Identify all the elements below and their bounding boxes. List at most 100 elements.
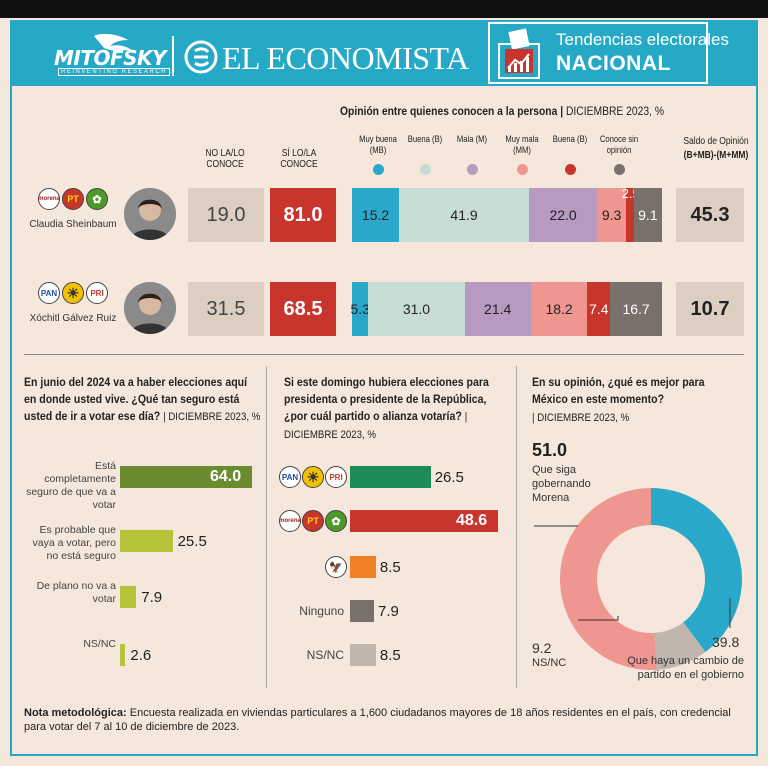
segment-value: 9.3 (601, 207, 622, 223)
q1-value: 2.6 (130, 647, 152, 664)
saldo-header: Saldo de Opinión (683, 136, 749, 147)
q1-value: 64.0 (210, 468, 242, 485)
q1-label: Es probable que vaya a votar, pero no es… (32, 524, 116, 562)
mc-party-logo: 🦅 (325, 556, 347, 578)
segment-value: 41.9 (450, 207, 478, 223)
q2-value: 8.5 (379, 647, 401, 664)
q2-bar (350, 466, 431, 488)
q1-bar (120, 466, 252, 488)
pan-party-logo: PAN (279, 466, 301, 488)
q3-morena-label: Que siga gobernando Morena (532, 464, 591, 504)
q2-value: 26.5 (434, 469, 464, 486)
candidate-name: Xóchitl Gálvez Ruiz (29, 313, 117, 324)
si-conoce-value: 68.5 (270, 282, 336, 336)
legend-label: Muy mala (MM) (505, 134, 539, 155)
q2-bar (350, 644, 376, 666)
q2-label: Ninguno (299, 604, 344, 618)
legend-label: Mala (M) (456, 134, 488, 144)
pt-party-logo: PT (302, 510, 324, 532)
q1-bar (120, 644, 126, 666)
q2-label: NS/NC (306, 648, 344, 662)
segment-value: 9.1 (638, 207, 658, 223)
q3-leader-line (578, 616, 619, 621)
opinion-segment: 9.1 (633, 188, 662, 242)
column-divider-1 (266, 366, 267, 688)
candidate-name: Claudia Sheinbaum (29, 219, 117, 230)
q3-nsnc-label: NS/NC (532, 657, 567, 669)
legend-dot (373, 164, 384, 175)
si-conoce-value: 81.0 (270, 188, 336, 242)
candidate-portrait (124, 188, 176, 240)
q3-slice (654, 622, 706, 670)
q1-value: 25.5 (177, 533, 207, 550)
segment-value: 22.0 (549, 207, 577, 223)
segment-value: 16.7 (622, 301, 650, 317)
q3-slice (651, 488, 742, 652)
q2-bar (350, 556, 376, 578)
opinion-segment: 18.2 (530, 282, 588, 336)
legend-label: Conoce sin opinión (599, 134, 639, 155)
opinion-segment: 7.4 (587, 282, 611, 336)
prd-party-logo: ☀ (302, 466, 324, 488)
no-conoce-value: 19.0 (188, 188, 264, 242)
q1-label: Está completamente seguro de que va a vo… (26, 460, 116, 511)
opinion-segment: 31.0 (368, 282, 465, 336)
q3-donut (534, 488, 742, 670)
q2-value: 7.9 (378, 603, 399, 620)
header-divider (172, 36, 174, 76)
opinion-segment: 22.0 (529, 188, 598, 242)
col-no-conoce-header: NO LA/LO CONOCE (205, 148, 245, 170)
no-conoce-value: 31.5 (188, 282, 264, 336)
column-divider-2 (516, 366, 517, 688)
opinion-segment: 2.5 (622, 186, 640, 242)
morena-party-logo: morena (38, 188, 60, 210)
segment-value: 7.4 (589, 301, 609, 317)
segment-value: 5.3 (350, 301, 370, 317)
q1-label: NS/NC (83, 638, 116, 650)
pri-party-logo: PRI (86, 282, 108, 304)
legend-dot (565, 164, 576, 175)
q2-title: Si este domingo hubiera elecciones para … (284, 375, 489, 441)
q3-nsnc-value: 9.2 (532, 640, 552, 656)
q1-title: En junio del 2024 va a haber elecciones … (24, 375, 261, 423)
q1-label: De plano no va a votar (36, 580, 116, 605)
prd-party-logo: ☀ (62, 282, 84, 304)
section-title: Tendencias electorales (556, 30, 729, 49)
section-divider (24, 354, 744, 355)
mitofsky-tagline: REINVENTING RESEARCH (58, 68, 171, 76)
q1-value: 7.9 (141, 589, 163, 606)
mitofsky-wordmark: MITOFSKY (54, 46, 167, 70)
opinion-segment: 41.9 (399, 188, 529, 242)
methodology-note: Nota metodológica: Encuesta realizada en… (24, 707, 731, 733)
mitofsky-eagle-logo (94, 33, 132, 51)
col-si-conoce-header: SÍ LO/LA CONOCE (280, 148, 318, 170)
section-scope: NACIONAL (556, 52, 671, 75)
saldo-formula: (B+MB)-(M+MM) (683, 150, 749, 161)
top-black-band (0, 0, 768, 18)
q2-bar (350, 600, 375, 622)
q1-bar (120, 530, 173, 552)
q2-value: 8.5 (379, 559, 401, 576)
q2-value: 48.6 (456, 512, 488, 529)
el-economista-e-icon (184, 40, 218, 74)
content-frame (10, 86, 758, 756)
legend-label: Buena (B) (407, 134, 443, 144)
q3-date: | DICIEMBRE 2023, % (532, 412, 630, 424)
candidate-portrait (124, 282, 176, 334)
saldo-value: 10.7 (676, 282, 744, 336)
pan-party-logo: PAN (38, 282, 60, 304)
legend-dot (517, 164, 528, 175)
verde-party-logo: ✿ (86, 188, 108, 210)
legend-dot (420, 164, 431, 175)
segment-value: 31.0 (402, 301, 431, 317)
q3-cambio-value: 39.8 (712, 634, 740, 650)
ballot-box-chart-icon (498, 28, 540, 79)
legend-dot (614, 164, 625, 175)
segment-value: 15.2 (361, 207, 390, 223)
opinion-segment: 21.4 (464, 282, 531, 336)
opinion-segment: 5.3 (350, 282, 370, 336)
saldo-value: 45.3 (676, 188, 744, 242)
segment-value: 18.2 (545, 301, 573, 317)
pri-party-logo: PRI (325, 466, 347, 488)
q3-title: En su opinión, ¿qué es mejor para México… (532, 375, 705, 406)
